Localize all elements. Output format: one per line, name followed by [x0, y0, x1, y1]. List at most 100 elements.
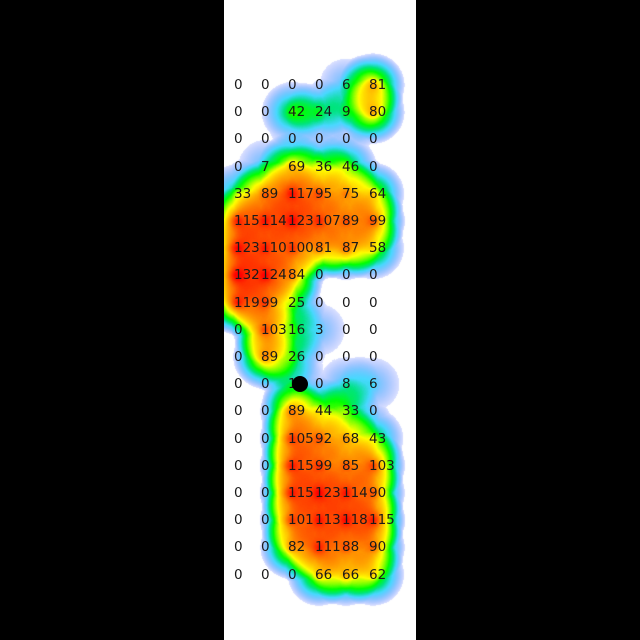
pressure-cell: 89 [342, 213, 360, 229]
pressure-cell: 0 [342, 349, 351, 365]
pressure-cell: 0 [234, 321, 243, 338]
pressure-cell: 0 [261, 131, 270, 148]
pressure-cell: 7 [261, 158, 270, 175]
foot-pressure-heatmap: 0 0 0 0 6 81 0 0 42 24 9 80 0 0 0 0 0 0 0 7 69 36 46 0 33 89 117 95… [224, 0, 416, 640]
pressure-cell: 0 [342, 267, 351, 284]
pressure-cell: 0 [315, 349, 324, 365]
pressure-cell: 0 [261, 566, 270, 583]
pressure-cell: 75 [342, 185, 360, 202]
pressure-cell: 25 [288, 294, 306, 311]
pressure-cell: 0 [369, 321, 378, 338]
grid-row: 0 0 42 24 9 80 [224, 102, 416, 122]
pressure-cell: 0 [234, 131, 243, 148]
pressure-cell: 0 [369, 403, 378, 420]
pressure-cell: 42 [288, 104, 306, 121]
pressure-cell: 92 [315, 430, 333, 447]
pressure-cell: 103 [369, 457, 395, 474]
pressure-cell: 103 [261, 321, 287, 338]
pressure-cell: 69 [288, 158, 306, 175]
grid-row: 115 114 123 107 89 99 [224, 211, 416, 231]
pressure-cell: 0 [234, 485, 243, 501]
pressure-cell: 118 [342, 512, 368, 529]
grid-row: 0 0 0 66 66 62 [224, 565, 416, 585]
grid-row: 0 89 26 0 0 0 [224, 347, 416, 367]
pressure-cell: 0 [342, 321, 351, 338]
pressure-cell: 0 [234, 158, 243, 175]
pressure-cell: 0 [369, 267, 378, 284]
pressure-cell: 68 [342, 430, 360, 447]
center-of-pressure-marker [292, 376, 309, 393]
pressure-cell: 9 [342, 104, 351, 121]
pressure-cell: 89 [288, 403, 306, 420]
pressure-cell: 44 [315, 403, 333, 420]
pressure-cell: 0 [261, 485, 270, 501]
pressure-cell: 3 [315, 321, 324, 338]
pressure-cell: 0 [234, 403, 243, 420]
pressure-cell: 6 [369, 376, 378, 393]
pressure-cell: 66 [342, 566, 360, 583]
grid-row: 0 0 115 99 85 103 [224, 456, 416, 476]
pressure-cell: 84 [288, 267, 306, 284]
pressure-cell: 0 [369, 158, 378, 175]
pressure-cell: 123 [288, 213, 314, 229]
pressure-cell: 16 [288, 321, 306, 338]
grid-row: 0 0 101 113 118 115 [224, 510, 416, 530]
pressure-cell: 43 [369, 430, 387, 447]
pressure-cell: 62 [369, 566, 387, 583]
pressure-cell: 0 [234, 539, 243, 556]
grid-row: 132 124 84 0 0 0 [224, 265, 416, 285]
pressure-cell: 119 [234, 294, 260, 311]
grid-row: 123 110 100 81 87 58 [224, 238, 416, 258]
pressure-cell: 0 [315, 77, 324, 93]
pressure-cell: 8 [342, 376, 351, 393]
pressure-cell: 110 [261, 240, 287, 257]
pressure-cell: 0 [261, 539, 270, 556]
pressure-cell: 33 [342, 403, 360, 420]
pressure-cell: 0 [369, 349, 378, 365]
pressure-cell: 0 [234, 566, 243, 583]
pressure-cell: 124 [261, 267, 287, 284]
pressure-cell: 0 [342, 131, 351, 148]
pressure-cell: 0 [234, 104, 243, 121]
pressure-cell: 87 [342, 240, 360, 257]
pressure-cell: 0 [315, 376, 324, 393]
pressure-cell: 46 [342, 158, 360, 175]
pressure-cell: 0 [288, 77, 297, 93]
pressure-cell: 0 [261, 77, 270, 93]
pressure-cell: 58 [369, 240, 387, 257]
pressure-cell: 105 [288, 430, 314, 447]
pressure-cell: 0 [315, 267, 324, 284]
pressure-cell: 85 [342, 457, 360, 474]
pressure-cell: 90 [369, 539, 387, 556]
grid-row: 0 0 115 123 114 90 [224, 483, 416, 503]
pressure-cell: 0 [234, 512, 243, 529]
pressure-cell: 0 [315, 131, 324, 148]
pressure-cell: 123 [234, 240, 260, 257]
pressure-cell: 0 [369, 294, 378, 311]
grid-row: 0 0 105 92 68 43 [224, 429, 416, 449]
pressure-cell: 0 [261, 512, 270, 529]
pressure-cell: 36 [315, 158, 333, 175]
pressure-cell: 0 [261, 457, 270, 474]
pressure-value-grid: 0 0 0 0 6 81 0 0 42 24 9 80 0 0 0 0 0 0 0 7 69 36 46 0 33 89 117 95… [224, 0, 416, 640]
pressure-cell: 117 [288, 185, 314, 202]
pressure-cell: 89 [261, 349, 279, 365]
pressure-cell: 0 [288, 131, 297, 148]
grid-row: 119 99 25 0 0 0 [224, 293, 416, 313]
pressure-cell: 0 [342, 294, 351, 311]
pressure-cell: 0 [261, 430, 270, 447]
pressure-cell: 0 [261, 403, 270, 420]
pressure-cell: 114 [342, 485, 368, 501]
pressure-cell: 95 [315, 185, 333, 202]
pressure-cell: 89 [261, 185, 279, 202]
pressure-cell: 0 [234, 430, 243, 447]
pressure-cell: 6 [342, 77, 351, 93]
pressure-cell: 114 [261, 213, 287, 229]
pressure-cell: 123 [315, 485, 341, 501]
pressure-cell: 0 [234, 349, 243, 365]
pressure-cell: 111 [315, 539, 341, 556]
pressure-cell: 81 [369, 77, 387, 93]
pressure-cell: 107 [315, 213, 341, 229]
grid-row: 0010086 [224, 374, 416, 394]
heatmap-canvas [224, 0, 416, 640]
